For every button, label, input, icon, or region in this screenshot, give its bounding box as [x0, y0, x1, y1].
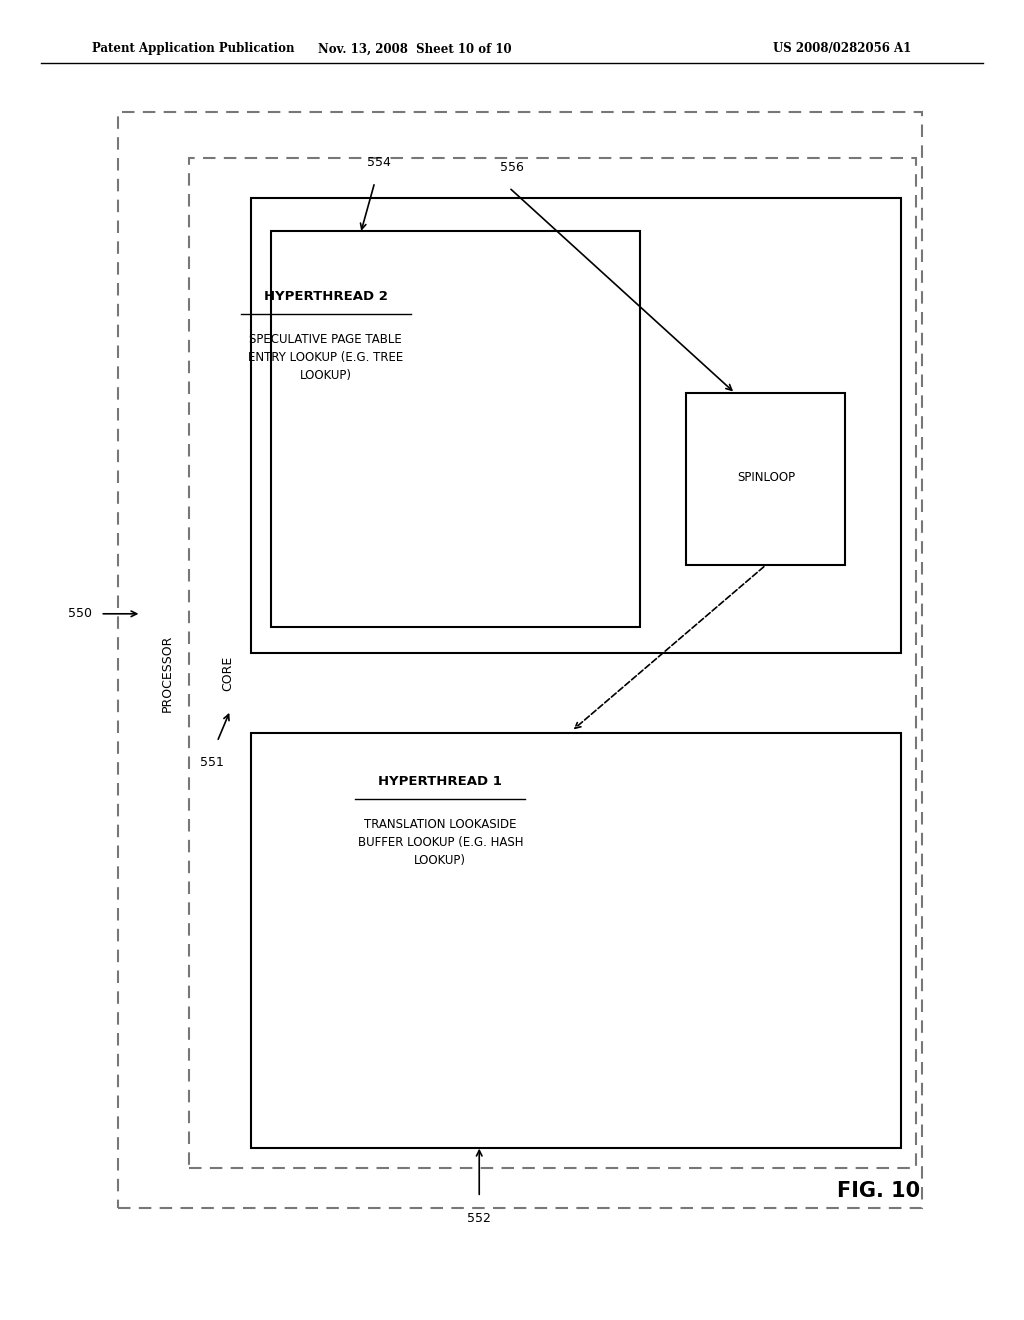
- Text: CORE: CORE: [221, 656, 233, 690]
- Bar: [686, 393, 845, 565]
- Text: SPECULATIVE PAGE TABLE
ENTRY LOOKUP (E.G. TREE
LOOKUP): SPECULATIVE PAGE TABLE ENTRY LOOKUP (E.G…: [248, 333, 403, 381]
- Text: HYPERTHREAD 2: HYPERTHREAD 2: [264, 290, 387, 304]
- Text: SPINLOOP: SPINLOOP: [737, 471, 795, 484]
- Text: HYPERTHREAD 1: HYPERTHREAD 1: [379, 775, 502, 788]
- Bar: [251, 198, 901, 653]
- Text: 556: 556: [500, 161, 524, 174]
- Text: US 2008/0282056 A1: US 2008/0282056 A1: [773, 42, 911, 55]
- Text: Patent Application Publication: Patent Application Publication: [92, 42, 295, 55]
- Text: 552: 552: [467, 1212, 492, 1225]
- Text: 550: 550: [69, 607, 92, 620]
- Text: Nov. 13, 2008  Sheet 10 of 10: Nov. 13, 2008 Sheet 10 of 10: [317, 42, 512, 55]
- Bar: [271, 231, 640, 627]
- Bar: [118, 112, 922, 1208]
- Text: 554: 554: [367, 156, 391, 169]
- Text: PROCESSOR: PROCESSOR: [161, 635, 173, 711]
- Bar: [251, 733, 901, 1148]
- Text: 551: 551: [200, 756, 224, 770]
- Text: TRANSLATION LOOKASIDE
BUFFER LOOKUP (E.G. HASH
LOOKUP): TRANSLATION LOOKASIDE BUFFER LOOKUP (E.G…: [357, 818, 523, 867]
- Bar: [189, 158, 916, 1168]
- Text: FIG. 10: FIG. 10: [837, 1180, 921, 1201]
